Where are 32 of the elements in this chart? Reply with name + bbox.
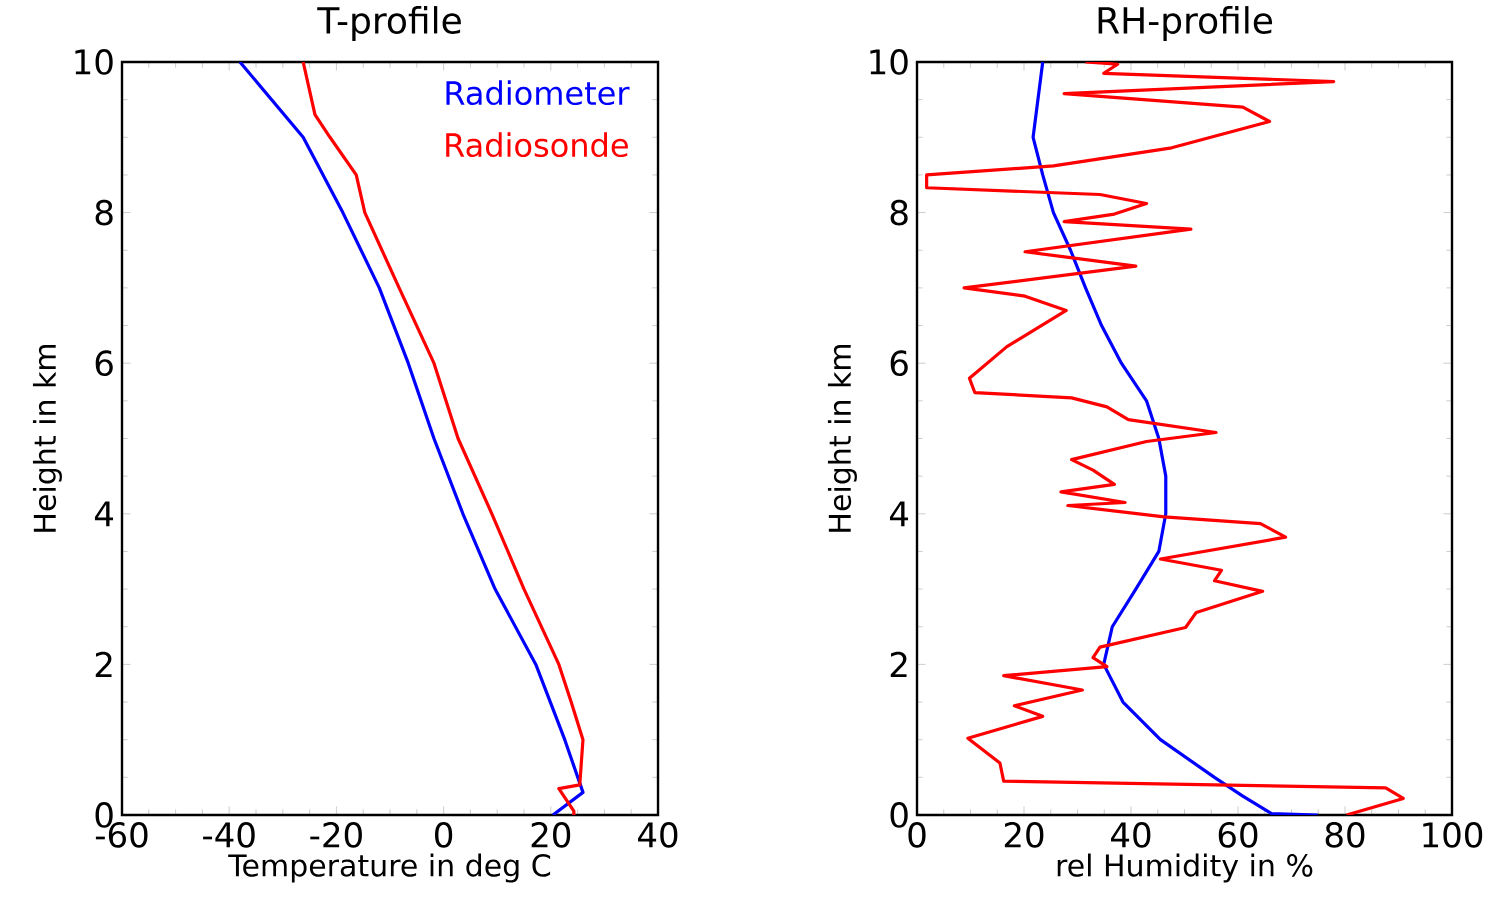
x-axis-title: rel Humidity in % — [1057, 853, 1313, 883]
x-tick-label: -40 — [203, 822, 255, 848]
y-tick-label: 2 — [890, 651, 907, 677]
y-tick-label: 10 — [870, 49, 908, 75]
chart-title: T-profile — [317, 6, 461, 41]
x-tick-label: 20 — [1004, 822, 1044, 848]
chart-title: RH-profile — [1098, 6, 1273, 41]
y-tick-label: 6 — [95, 350, 113, 377]
y-axis-title: Height in km — [32, 344, 62, 532]
x-tick-label: 20 — [531, 822, 571, 848]
x-tick-label: 60 — [1218, 822, 1258, 848]
x-tick-label: -20 — [310, 822, 362, 848]
text: Radiosonde — [446, 132, 628, 158]
y-tick-label: 4 — [94, 501, 114, 527]
y-tick-label: 10 — [75, 49, 113, 75]
x-tick-label: 100 — [1423, 822, 1483, 848]
y-tick-label: 6 — [890, 350, 908, 377]
y-tick-label: 8 — [95, 199, 113, 226]
x-tick-label: 0 — [435, 822, 453, 848]
x-tick-label: 80 — [1325, 822, 1365, 848]
y-tick-label: 2 — [95, 651, 112, 677]
y-tick-label: 0 — [890, 802, 908, 828]
y-tick-label: 4 — [889, 501, 909, 527]
x-tick-label: 0 — [908, 822, 926, 848]
text: Radiometer — [446, 80, 630, 106]
line-series — [925, 61, 1405, 815]
y-axis-title: Height in km — [827, 344, 857, 532]
x-axis-title: Temperature in deg C — [228, 853, 551, 883]
y-tick-label: 8 — [890, 199, 908, 226]
x-tick-label: 40 — [1111, 822, 1151, 848]
line-series — [1031, 61, 1320, 815]
x-tick-label: 40 — [638, 822, 678, 848]
